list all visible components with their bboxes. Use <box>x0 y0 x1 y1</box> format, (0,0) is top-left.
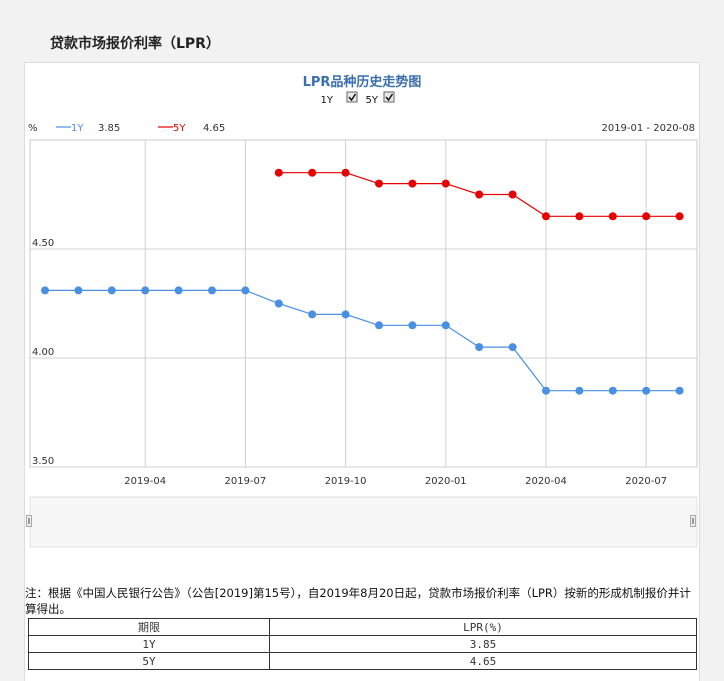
methodology-note: 注：根据《中国人民银行公告》（公告[2019]第15号），自2019年8月20日… <box>25 586 691 616</box>
table-row: 5Y 4.65 <box>28 652 697 670</box>
navigator-right-handle[interactable] <box>690 515 696 527</box>
data-point-1y[interactable] <box>174 286 183 295</box>
data-point-1y[interactable] <box>408 321 417 330</box>
date-range: 2019-01 - 2020-08 <box>601 123 695 134</box>
data-point-1y[interactable] <box>341 310 350 319</box>
navigator-left-handle[interactable] <box>26 515 32 527</box>
data-point-1y[interactable] <box>475 343 484 352</box>
toggle-1y-checkbox[interactable] <box>346 91 358 103</box>
data-point-1y[interactable] <box>208 286 216 295</box>
data-point-5y[interactable] <box>508 190 517 199</box>
data-point-1y[interactable] <box>542 386 550 395</box>
x-tick-label: 2020-04 <box>525 476 567 487</box>
y-tick-label: 4.00 <box>32 347 54 358</box>
data-point-1y[interactable] <box>575 386 584 395</box>
toggle-1y-label: 1Y <box>321 95 334 106</box>
legend-1y-name: 1Y <box>71 123 84 134</box>
y-tick-label: 4.50 <box>32 238 54 249</box>
data-point-5y[interactable] <box>274 168 283 177</box>
data-point-1y[interactable] <box>608 386 617 395</box>
toggle-5y-label: 5Y <box>366 95 379 106</box>
data-point-5y[interactable] <box>475 190 484 199</box>
x-tick-label: 2019-04 <box>124 476 166 487</box>
page-title: 贷款市场报价利率（LPR） <box>50 36 220 52</box>
plot-border <box>29 139 698 468</box>
data-point-1y[interactable] <box>241 286 250 295</box>
table-header-row: 期限 LPR(%) <box>28 618 697 636</box>
data-point-5y[interactable] <box>542 212 550 221</box>
table-row: 1Y 3.85 <box>28 635 697 653</box>
data-point-5y[interactable] <box>675 212 684 221</box>
data-point-1y[interactable] <box>441 321 450 330</box>
table-cell-rate: 3.85 <box>269 635 697 653</box>
y-tick-label: 3.50 <box>32 456 54 467</box>
table-header-term: 期限 <box>28 618 270 636</box>
data-point-1y[interactable] <box>141 286 150 295</box>
toggle-5y-checkbox[interactable] <box>383 91 395 103</box>
legend-5y-value: 4.65 <box>203 123 225 134</box>
data-point-1y[interactable] <box>107 286 116 295</box>
data-point-5y[interactable] <box>375 179 383 188</box>
data-point-1y[interactable] <box>642 386 651 395</box>
data-point-1y[interactable] <box>375 321 383 330</box>
table-cell-term: 1Y <box>28 635 270 653</box>
chart-panel <box>24 62 700 681</box>
data-point-5y[interactable] <box>308 168 317 177</box>
data-point-5y[interactable] <box>341 168 350 177</box>
table-cell-term: 5Y <box>28 652 270 670</box>
navigator-track[interactable] <box>29 496 698 548</box>
data-point-5y[interactable] <box>608 212 617 221</box>
data-point-1y[interactable] <box>508 343 517 352</box>
y-unit-label: % <box>28 123 38 134</box>
table-header-rate: LPR(%) <box>269 618 697 636</box>
legend-5y-name: 5Y <box>173 123 186 134</box>
table-cell-rate: 4.65 <box>269 652 697 670</box>
x-tick-label: 2020-07 <box>625 476 667 487</box>
data-point-1y[interactable] <box>74 286 83 295</box>
legend-1y-value: 3.85 <box>98 123 120 134</box>
x-tick-label: 2020-01 <box>425 476 467 487</box>
data-point-1y[interactable] <box>308 310 317 319</box>
chart-title: LPR品种历史走势图 <box>303 74 422 90</box>
x-tick-label: 2019-07 <box>225 476 267 487</box>
data-point-5y[interactable] <box>642 212 651 221</box>
data-point-1y[interactable] <box>274 299 283 308</box>
data-point-1y[interactable] <box>675 386 684 395</box>
data-point-5y[interactable] <box>575 212 584 221</box>
lpr-table: 期限 LPR(%) 1Y 3.85 5Y 4.65 <box>28 618 697 670</box>
series-line-1y <box>45 289 680 392</box>
data-point-5y[interactable] <box>441 179 450 188</box>
data-point-1y[interactable] <box>41 286 49 295</box>
lpr-chart: LPR品种历史走势图 1Y 5Y % 1Y 3.85 5Y 4.65 2019-… <box>28 74 698 548</box>
data-point-5y[interactable] <box>408 179 417 188</box>
x-tick-label: 2019-10 <box>325 476 367 487</box>
